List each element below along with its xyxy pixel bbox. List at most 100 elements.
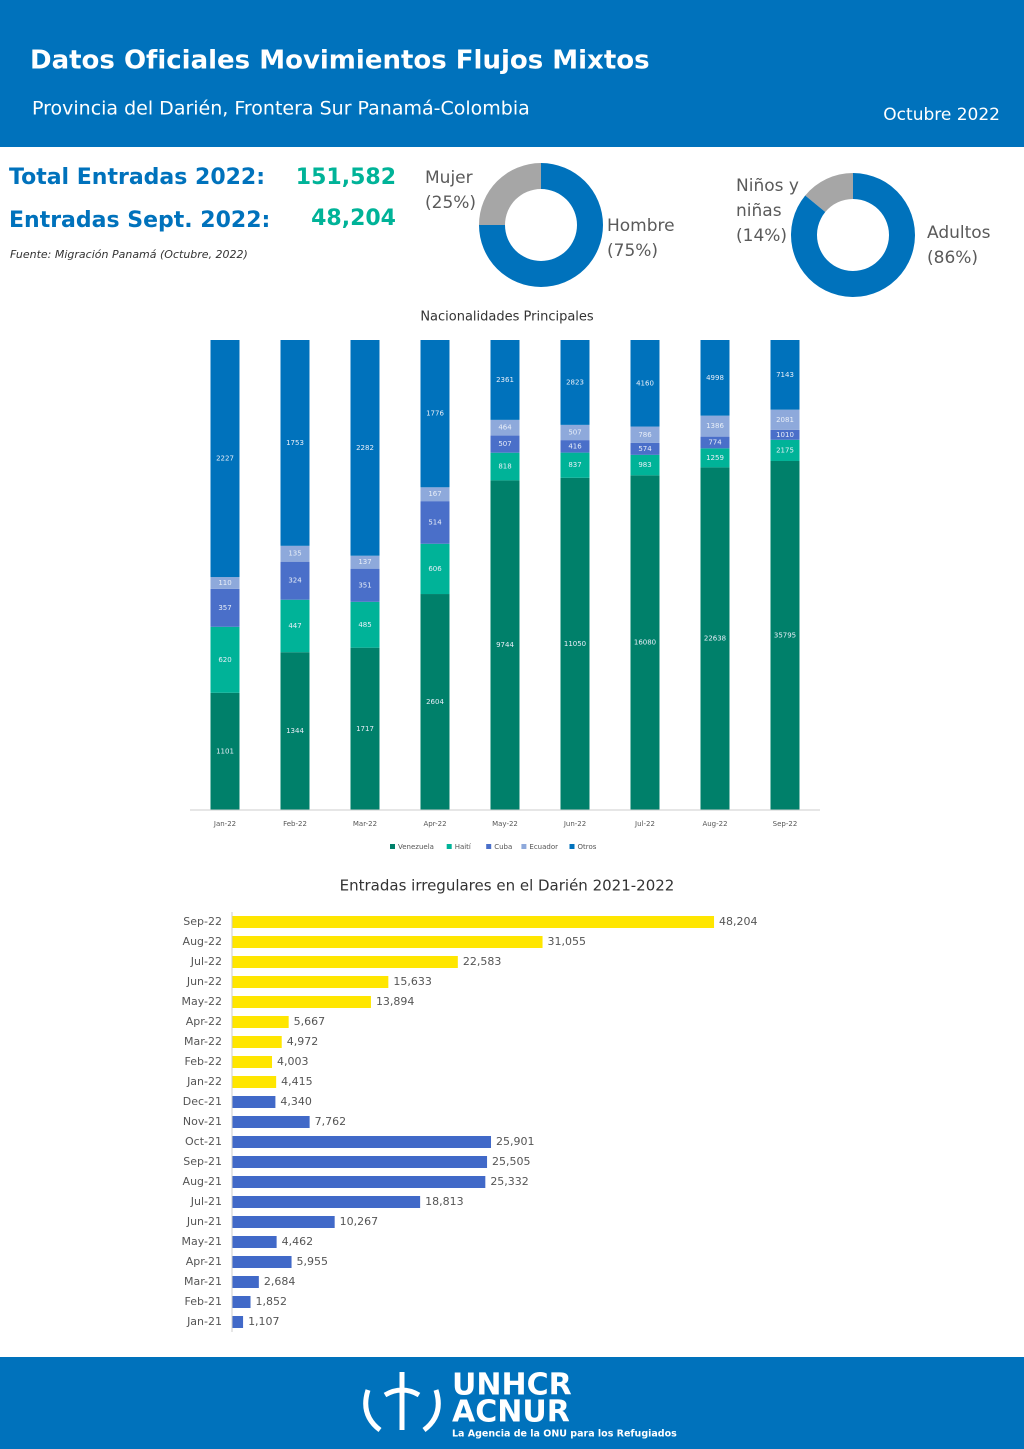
bar [232, 1216, 335, 1228]
bar-segment [630, 426, 660, 443]
title: Datos Oficiales Movimientos Flujos Mixto… [30, 46, 650, 76]
bar [232, 976, 389, 988]
bar-segment [490, 452, 520, 481]
bar [232, 1316, 244, 1328]
bar [232, 1056, 273, 1068]
bar-value-label: 774 [708, 438, 722, 446]
bar-segment [770, 409, 800, 430]
x-tick-label: Apr-22 [423, 820, 446, 828]
bar-value-label: 25,901 [496, 1135, 535, 1148]
bar-value-label: 22,583 [463, 955, 502, 968]
legend-swatch [521, 844, 527, 849]
bar-segment [490, 435, 520, 453]
y-tick-label: Dec-21 [183, 1095, 222, 1108]
x-tick-label: May-22 [492, 820, 518, 828]
slice-value: (25%) [425, 193, 477, 213]
bar-segment [490, 419, 520, 436]
bar-segment [630, 442, 660, 455]
bar-segment [700, 436, 730, 449]
bar-value-label: 1259 [706, 454, 724, 462]
bar-value-label: 18,813 [425, 1195, 464, 1208]
y-tick-label: Feb-21 [185, 1295, 222, 1308]
y-tick-label: Jun-22 [186, 975, 222, 988]
y-tick-label: May-21 [181, 1235, 222, 1248]
bar-segment [210, 577, 240, 589]
bar-value-label: 507 [498, 440, 511, 448]
bar-segment [210, 692, 240, 810]
bar-value-label: 1,852 [256, 1295, 288, 1308]
bar [232, 956, 458, 968]
bar [232, 1256, 292, 1268]
bar-value-label: 1101 [216, 747, 234, 755]
bar-value-label: 983 [638, 461, 651, 469]
bar-segment [700, 448, 730, 468]
legend-swatch [446, 844, 452, 849]
donut-slice [790, 173, 915, 297]
y-tick-label: Apr-21 [186, 1255, 222, 1268]
slice-label: Mujer [425, 168, 473, 188]
bar-value-label: 2823 [566, 378, 584, 386]
bar-segment [770, 439, 800, 461]
bar [232, 1156, 488, 1168]
bar-segment [630, 340, 660, 427]
bar-value-label: 1010 [776, 431, 794, 439]
bar-segment [700, 415, 730, 437]
bar-value-label: 22638 [704, 635, 726, 643]
bar-segment [350, 340, 380, 556]
bar-segment [630, 475, 660, 810]
bar-value-label: 25,332 [490, 1175, 529, 1188]
chart-title: Nacionalidades Principales [420, 310, 594, 325]
bar-value-label: 416 [568, 442, 582, 450]
bar-value-label: 357 [218, 604, 231, 612]
bar-segment [420, 487, 450, 502]
bar-value-label: 11050 [564, 640, 586, 648]
bar-value-label: 1717 [356, 725, 374, 733]
slice-value: (14%) [736, 226, 788, 246]
bar-segment [280, 652, 310, 810]
bar-value-label: 167 [428, 490, 441, 498]
bar-segment [280, 561, 310, 600]
logo-bottom: ACNUR [452, 1395, 570, 1430]
legend-label: Venezuela [398, 843, 434, 851]
slice-label: Adultos [927, 223, 991, 243]
chart-title: Entradas irregulares en el Darién 2021-2… [340, 877, 675, 895]
y-tick-label: Apr-22 [186, 1015, 222, 1028]
legend-swatch [486, 844, 492, 849]
bar-segment [420, 501, 450, 544]
bar-value-label: 574 [638, 445, 652, 453]
bar-segment [560, 452, 590, 478]
y-tick-label: Jan-22 [186, 1075, 222, 1088]
bar [232, 996, 371, 1008]
bar-value-label: 2081 [776, 416, 794, 424]
bar [232, 1296, 251, 1308]
bar-value-label: 110 [218, 579, 231, 587]
y-tick-label: Sep-21 [183, 1155, 222, 1168]
x-tick-label: Jan-22 [213, 820, 236, 828]
source: Fuente: Migración Panamá (Octubre, 2022) [10, 248, 248, 261]
bar-segment [210, 340, 240, 578]
logo-top: UNHCR [452, 1368, 572, 1403]
bar-value-label: 620 [218, 656, 231, 664]
y-tick-label: Jul-21 [190, 1195, 222, 1208]
bar-segment [630, 454, 660, 476]
bar [232, 916, 715, 928]
bar-value-label: 4,415 [281, 1075, 313, 1088]
bar-segment [560, 424, 590, 441]
bar-segment [420, 594, 450, 810]
bar-value-label: 4,462 [282, 1235, 314, 1248]
y-tick-label: Mar-22 [184, 1035, 222, 1048]
bar-value-label: 351 [358, 581, 371, 589]
bar-value-label: 837 [568, 461, 581, 469]
x-tick-label: Jul-22 [634, 820, 655, 828]
bar-value-label: 786 [638, 431, 652, 439]
tagline: La Agencia de la ONU para los Refugiados [452, 1429, 677, 1440]
y-tick-label: Jun-21 [186, 1215, 222, 1228]
bar-value-label: 137 [358, 558, 371, 566]
bar-value-label: 48,204 [719, 915, 758, 928]
bar-value-label: 1344 [286, 727, 304, 735]
bar-segment [210, 626, 240, 693]
bar-segment [350, 555, 380, 569]
bar-segment [420, 543, 450, 595]
bar-segment [560, 340, 590, 425]
